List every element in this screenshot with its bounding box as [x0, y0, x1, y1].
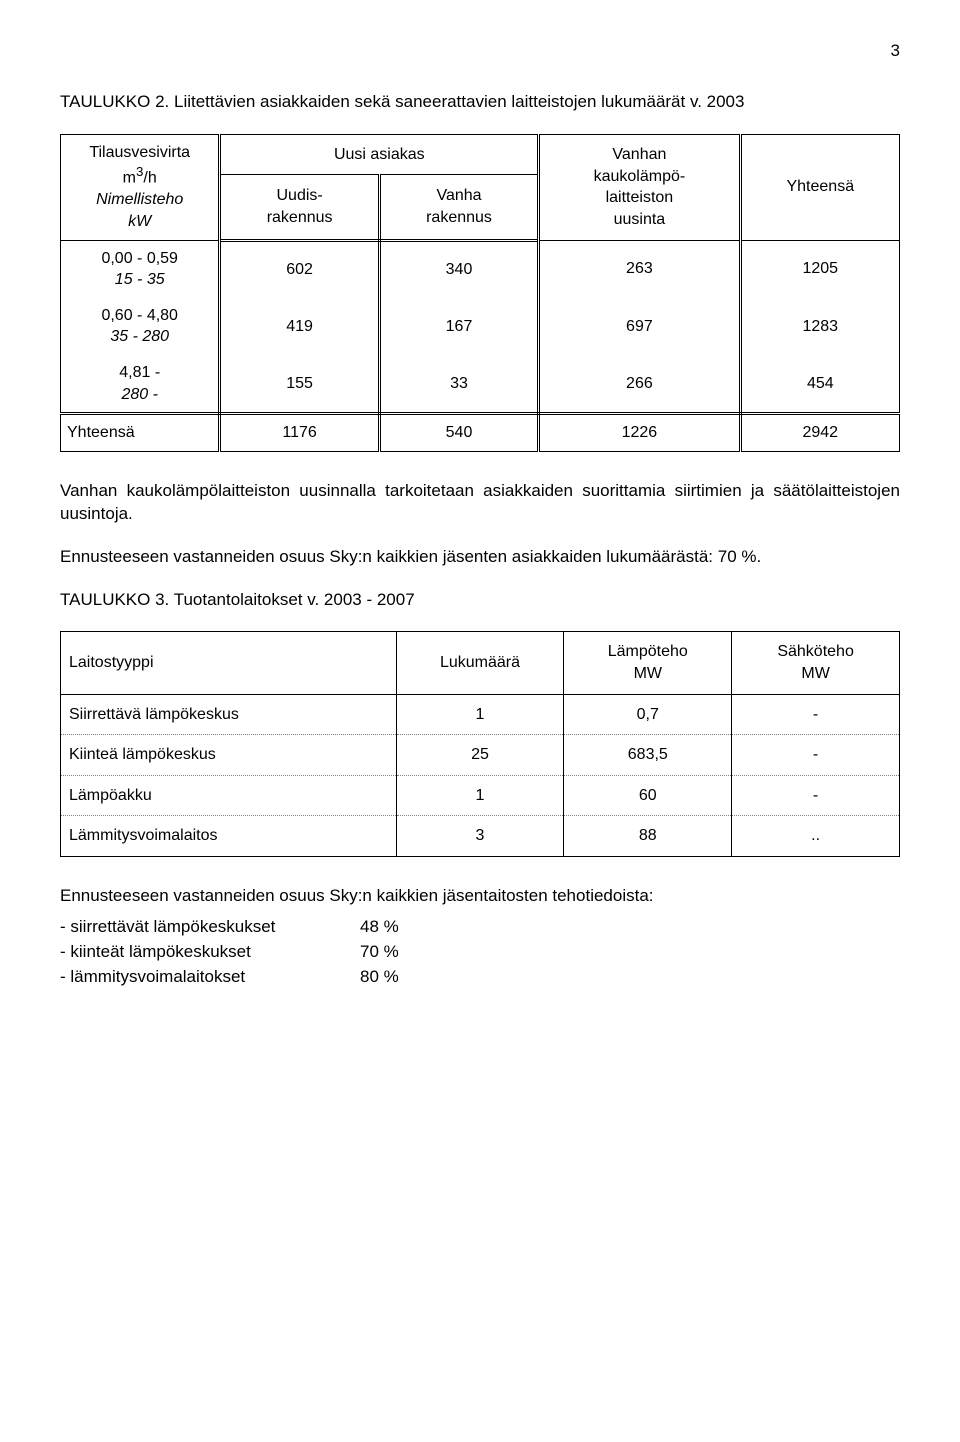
t2-cell: 88: [564, 816, 732, 857]
t1-footer-c: 1226: [539, 414, 740, 452]
table-row: Lämpöakku160-: [61, 775, 900, 816]
def-label: - kiinteät lämpökeskukset: [60, 941, 360, 964]
t2-cell: 60: [564, 775, 732, 816]
col1-line3: Nimellisteho: [96, 191, 183, 208]
t2-cell: 25: [396, 735, 564, 776]
col-new-build: Uudis- rakennus: [220, 175, 379, 240]
t2-cell: -: [732, 694, 900, 735]
t2-h1: Laitostyyppi: [61, 632, 397, 694]
table-row: Lämmitysvoimalaitos388..: [61, 816, 900, 857]
table-row: Kiinteä lämpökeskus25683,5-: [61, 735, 900, 776]
t2-cell: 1: [396, 694, 564, 735]
table-plants: Laitostyyppi Lukumäärä Lämpöteho MW Sähk…: [60, 631, 900, 857]
def-label: - siirrettävät lämpökeskukset: [60, 916, 360, 939]
t2-row-label: Siirrettävä lämpökeskus: [61, 694, 397, 735]
t1-cell: 167: [379, 298, 538, 355]
t2-row-label: Kiinteä lämpökeskus: [61, 735, 397, 776]
col1-line2a: m: [123, 170, 136, 187]
t2-cell: 0,7: [564, 694, 732, 735]
col-old-build: Vanha rakennus: [379, 175, 538, 240]
table-row: 0,60 - 4,8035 - 2804191676971283: [61, 298, 900, 355]
col-group-new-customer: Uusi asiakas: [220, 134, 539, 174]
t1-footer-a: 1176: [220, 414, 379, 452]
table1-caption: TAULUKKO 2. Liitettävien asiakkaiden sek…: [60, 91, 900, 114]
t2-h4: Sähköteho MW: [732, 632, 900, 694]
t1-cell: 155: [220, 355, 379, 414]
col-total: Yhteensä: [740, 134, 899, 240]
col1-line1: Tilausvesivirta: [89, 144, 190, 161]
col1-line4: kW: [128, 213, 151, 230]
t1-footer-label: Yhteensä: [61, 414, 220, 452]
t1-cell: 697: [539, 298, 740, 355]
t2-cell: -: [732, 735, 900, 776]
t1-row-label: 4,81 -280 -: [61, 355, 220, 414]
t2-h3: Lämpöteho MW: [564, 632, 732, 694]
paragraph-2: Ennusteeseen vastanneiden osuus Sky:n ka…: [60, 546, 900, 569]
t1-cell: 1283: [740, 298, 899, 355]
table-customers: Tilausvesivirta m3/h Nimellisteho kW Uus…: [60, 134, 900, 452]
t2-row-label: Lämmitysvoimalaitos: [61, 816, 397, 857]
definitions-list: - siirrettävät lämpökeskukset48 %- kiint…: [60, 916, 900, 989]
page-number: 3: [60, 40, 900, 63]
col1-line2b: /h: [143, 170, 156, 187]
list-item: - kiinteät lämpökeskukset70 %: [60, 941, 900, 964]
t2-h2: Lukumäärä: [396, 632, 564, 694]
t1-cell: 340: [379, 240, 538, 298]
paragraph-1: Vanhan kaukolämpölaitteiston uusinnalla …: [60, 480, 900, 526]
t1-footer-d: 2942: [740, 414, 899, 452]
t2-cell: 683,5: [564, 735, 732, 776]
t2-row-label: Lämpöakku: [61, 775, 397, 816]
def-value: 80 %: [360, 967, 399, 986]
list-item: - lämmitysvoimalaitokset80 %: [60, 966, 900, 989]
table-row: 0,00 - 0,5915 - 356023402631205: [61, 240, 900, 298]
def-value: 48 %: [360, 917, 399, 936]
table-row: 4,81 -280 -15533266454: [61, 355, 900, 414]
t2-cell: -: [732, 775, 900, 816]
table-row: Siirrettävä lämpökeskus10,7-: [61, 694, 900, 735]
table2-caption: TAULUKKO 3. Tuotantolaitokset v. 2003 - …: [60, 589, 900, 612]
t1-cell: 263: [539, 240, 740, 298]
paragraph-3: Ennusteeseen vastanneiden osuus Sky:n ka…: [60, 885, 900, 908]
t1-cell: 1205: [740, 240, 899, 298]
def-value: 70 %: [360, 942, 399, 961]
list-item: - siirrettävät lämpökeskukset48 %: [60, 916, 900, 939]
t1-cell: 419: [220, 298, 379, 355]
t1-cell: 33: [379, 355, 538, 414]
col-old-renewal: Vanhan kaukolämpö- laitteiston uusinta: [539, 134, 740, 240]
t2-cell: 3: [396, 816, 564, 857]
t1-cell: 266: [539, 355, 740, 414]
def-label: - lämmitysvoimalaitokset: [60, 966, 360, 989]
t1-cell: 454: [740, 355, 899, 414]
t1-row-label: 0,60 - 4,8035 - 280: [61, 298, 220, 355]
t1-cell: 602: [220, 240, 379, 298]
t2-cell: 1: [396, 775, 564, 816]
t1-row-label: 0,00 - 0,5915 - 35: [61, 240, 220, 298]
t1-footer-b: 540: [379, 414, 538, 452]
t2-cell: ..: [732, 816, 900, 857]
